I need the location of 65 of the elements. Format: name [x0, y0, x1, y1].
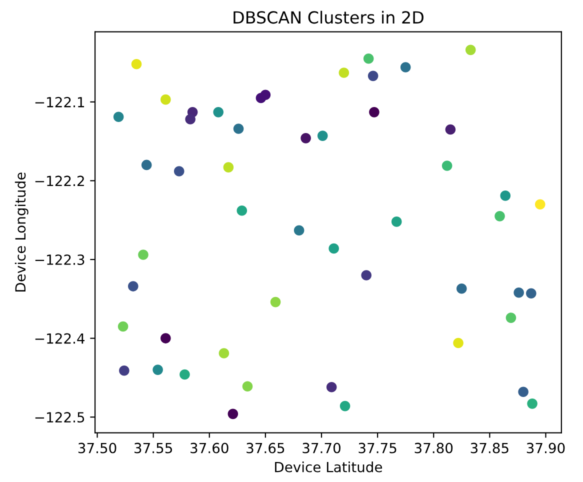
point: [180, 369, 190, 380]
point: [300, 133, 311, 144]
point: [368, 70, 378, 82]
x-tick-label: 37.55: [134, 442, 172, 454]
point: [494, 211, 505, 222]
point: [527, 398, 538, 409]
point: [326, 382, 337, 392]
x-tick-label: 37.60: [190, 442, 228, 454]
y-tick-label: −122.3: [35, 254, 84, 265]
x-tick-label: 37.70: [302, 442, 340, 454]
point: [138, 250, 148, 260]
y-tick-label: −122.2: [35, 176, 84, 186]
point: [128, 281, 138, 292]
point: [391, 216, 402, 227]
point: [456, 284, 467, 294]
y-tick-label: −122.1: [35, 96, 84, 108]
x-tick-label: 37.50: [78, 442, 116, 454]
point: [260, 90, 271, 100]
y-axis-title: Device Longitude: [14, 172, 28, 292]
point: [340, 400, 350, 412]
point: [445, 124, 456, 135]
y-tick-label: −122.5: [35, 412, 84, 423]
point: [453, 338, 464, 348]
x-tick-label: 37.85: [470, 442, 508, 454]
x-tick-label: 37.90: [526, 442, 565, 454]
point: [328, 243, 339, 254]
point: [526, 288, 536, 299]
point: [369, 107, 380, 118]
point: [270, 296, 281, 308]
point: [119, 365, 130, 376]
x-tick-label: 37.75: [358, 442, 396, 454]
x-axis-title: Device Latitude: [275, 462, 382, 472]
point: [228, 408, 238, 420]
point: [160, 333, 171, 344]
point: [514, 287, 524, 298]
point: [361, 270, 372, 280]
point: [363, 53, 374, 64]
x-tick-label: 37.80: [414, 442, 453, 454]
point: [218, 348, 230, 358]
point: [152, 364, 163, 375]
point: [442, 160, 452, 171]
point: [294, 225, 304, 236]
point: [141, 160, 152, 170]
point: [534, 199, 546, 210]
point: [338, 68, 350, 78]
point: [113, 112, 124, 122]
point: [317, 130, 328, 141]
point: [213, 107, 224, 118]
point: [465, 44, 476, 56]
y-tick-label: −122.4: [35, 333, 85, 344]
point: [160, 94, 171, 105]
point: [174, 166, 184, 176]
point: [518, 386, 528, 398]
chart-title: DBSCAN Clusters in 2D: [234, 10, 424, 24]
point: [131, 58, 142, 70]
point: [233, 124, 244, 134]
point: [223, 162, 234, 172]
x-tick-label: 37.65: [246, 442, 284, 454]
point: [500, 190, 511, 201]
point: [236, 206, 248, 216]
point: [242, 381, 253, 392]
point: [506, 312, 516, 323]
point: [400, 62, 411, 72]
point: [185, 114, 196, 124]
point: [118, 321, 128, 332]
